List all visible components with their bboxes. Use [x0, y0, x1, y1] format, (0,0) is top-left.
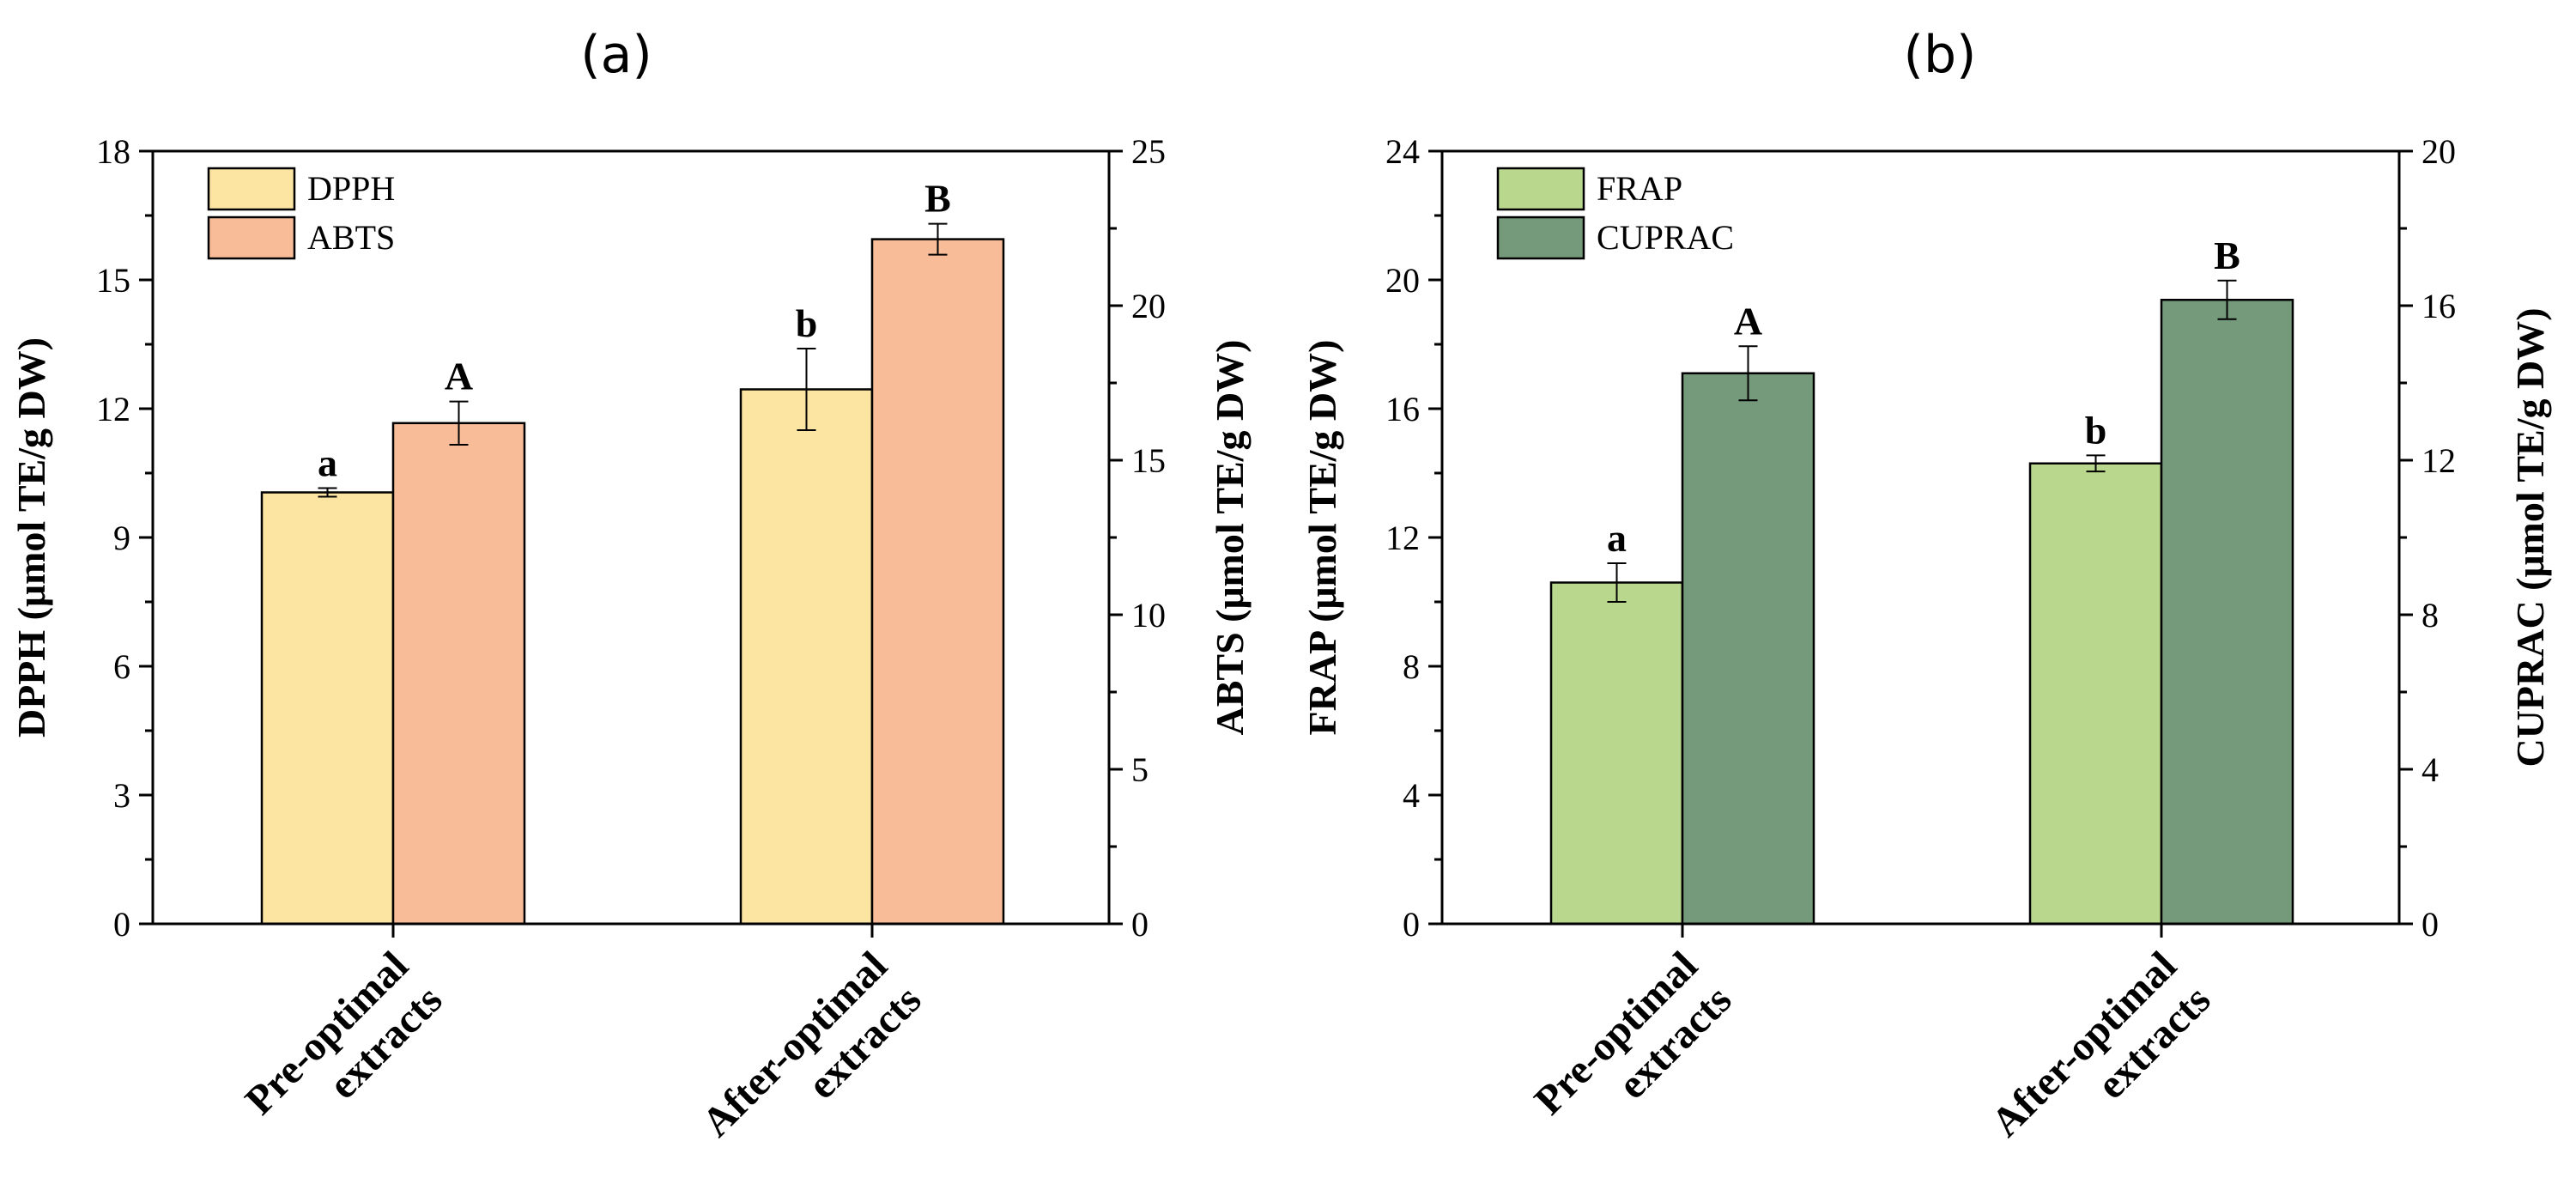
y-right-axis-label: CUPRAC (μmol TE/g DW)	[2508, 307, 2552, 767]
y-right-tick-label: 12	[2421, 441, 2456, 480]
significance-label: a	[1607, 516, 1627, 560]
y-right-tick-label: 0	[2421, 905, 2439, 944]
significance-label: b	[2085, 408, 2107, 452]
legend-item-frap: FRAP	[1496, 167, 1682, 211]
chart-title: (b)	[1904, 25, 1977, 85]
legend-item-dpph: DPPH	[207, 167, 395, 211]
y-left-tick-label: 0	[113, 905, 130, 944]
legend-swatch	[1496, 216, 1585, 260]
error-bar-dpph-2	[797, 348, 816, 431]
significance-label: A	[445, 355, 473, 398]
x-category-label: Pre-optimalextracts	[236, 943, 451, 1157]
error-bar-cuprac-2	[2217, 279, 2237, 320]
bar-dpph-1	[260, 491, 395, 926]
bar-dpph-2	[739, 388, 874, 926]
y-left-tick-label: 0	[1403, 905, 1420, 944]
y-left-tick-label: 12	[1385, 519, 1420, 557]
error-bar-frap-2	[2086, 454, 2106, 473]
y-left-tick-label: 6	[113, 647, 130, 686]
y-left-axis-label: DPPH (μmol TE/g DW)	[9, 337, 53, 738]
chart-panel-1: (a) a b A B 0 3 6 9 12 15 18 0 5 10 15 20 25 DPPH (μmol TE…	[9, 25, 1252, 1180]
y-right-tick-label: 20	[1131, 287, 1166, 325]
chart-title: (a)	[580, 25, 652, 85]
y-left-tick-label: 20	[1385, 261, 1420, 300]
error-bar-abts-2	[928, 222, 948, 256]
legend-item-cuprac: CUPRAC	[1496, 216, 1734, 260]
legend-swatch	[1496, 167, 1585, 211]
chart-panel-2: (b) a b A B 0 4 8 12 16 20 24 0 4 8 12 16 20 FRAP (μmol TE…	[1300, 25, 2552, 1180]
significance-label: A	[1734, 299, 1762, 343]
x-category-label: Pre-optimalextracts	[1525, 943, 1740, 1157]
bar-cuprac-2	[2160, 299, 2294, 926]
x-category-label: After-optimalextracts	[1983, 943, 2220, 1180]
legend-item-abts: ABTS	[207, 216, 395, 260]
y-left-tick-label: 8	[1403, 647, 1420, 686]
y-left-axis-label: FRAP (μmol TE/g DW)	[1300, 340, 1344, 736]
y-left-tick-label: 4	[1403, 776, 1420, 815]
y-right-tick-label: 4	[2421, 750, 2439, 789]
bar-abts-1	[391, 422, 526, 926]
legend-label: ABTS	[307, 218, 395, 257]
y-left-tick-label: 3	[113, 776, 130, 815]
y-left-tick-label: 9	[113, 519, 130, 557]
bar-frap-2	[2028, 462, 2163, 926]
y-left-tick-label: 24	[1385, 132, 1420, 171]
significance-label: B	[924, 177, 951, 221]
bar-frap-1	[1549, 581, 1684, 926]
significance-label: B	[2214, 234, 2240, 277]
bar-abts-2	[870, 238, 1005, 926]
error-bar-abts-1	[449, 400, 469, 446]
y-right-tick-label: 20	[2421, 132, 2456, 171]
error-bar-frap-1	[1607, 562, 1627, 603]
bar-cuprac-1	[1681, 372, 1815, 926]
legend-swatch	[207, 216, 296, 260]
legend-label: DPPH	[307, 169, 395, 208]
y-right-tick-label: 25	[1131, 132, 1166, 171]
significance-label: b	[796, 301, 818, 345]
error-bar-cuprac-1	[1738, 345, 1758, 402]
y-right-tick-label: 5	[1131, 750, 1149, 789]
error-bar-dpph-1	[318, 487, 337, 498]
y-right-axis-label: ABTS (μmol TE/g DW)	[1208, 339, 1252, 735]
y-right-tick-label: 16	[2421, 287, 2456, 325]
y-right-tick-label: 8	[2421, 596, 2439, 634]
y-left-tick-label: 18	[96, 132, 130, 171]
legend-swatch	[207, 167, 296, 211]
y-right-tick-label: 10	[1131, 596, 1166, 634]
significance-label: a	[318, 441, 337, 485]
y-right-tick-label: 0	[1131, 905, 1149, 944]
y-right-tick-label: 15	[1131, 441, 1166, 480]
y-left-tick-label: 16	[1385, 390, 1420, 428]
y-left-tick-label: 12	[96, 390, 130, 428]
legend-label: CUPRAC	[1597, 218, 1734, 257]
y-left-tick-label: 15	[96, 261, 130, 300]
legend-label: FRAP	[1597, 169, 1682, 208]
x-category-label: After-optimalextracts	[694, 943, 930, 1180]
